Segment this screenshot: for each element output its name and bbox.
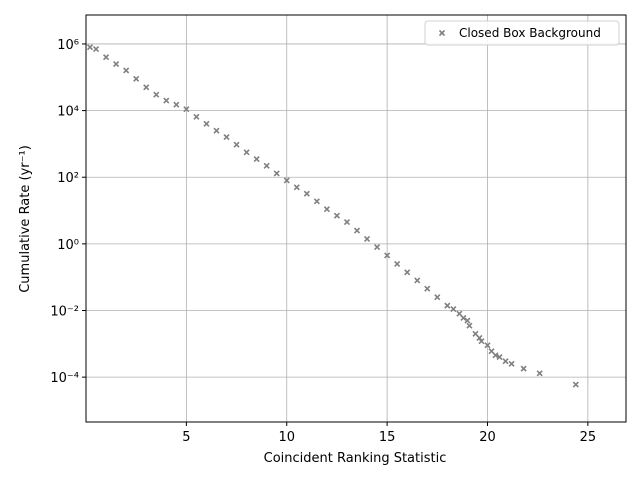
x-tick-label: 15 (379, 430, 396, 445)
data-point (520, 365, 527, 372)
data-point (323, 206, 330, 213)
data-point (476, 334, 483, 342)
data-point (374, 244, 381, 251)
data-point (492, 352, 499, 359)
y-tick-label: 10⁶ (57, 38, 79, 53)
data-point (92, 46, 100, 53)
data-point (424, 285, 431, 292)
y-axis-label: Cumulative Rate (yr⁻¹) (18, 145, 33, 293)
data-point (163, 97, 170, 104)
data-point (273, 170, 280, 177)
data-point (536, 370, 543, 377)
data-point (444, 302, 451, 309)
data-point (293, 184, 300, 191)
y-tick-label: 10⁻⁴ (50, 371, 79, 386)
x-tick-label: 10 (278, 430, 295, 445)
y-tick-label: 10² (57, 171, 79, 186)
y-tick-label: 10⁻² (50, 304, 79, 319)
data-point (223, 134, 230, 141)
y-tick-label: 10⁰ (57, 238, 79, 253)
data-point (103, 54, 110, 61)
data-point (466, 322, 473, 329)
data-point (203, 120, 210, 127)
data-point (333, 212, 340, 219)
legend-label: Closed Box Background (459, 26, 601, 40)
data-point (363, 235, 371, 243)
data-point (484, 342, 491, 349)
data-point (303, 190, 310, 197)
data-point (213, 127, 220, 134)
data-point (460, 314, 467, 321)
x-tick-label: 5 (182, 430, 190, 445)
x-tick-label: 25 (580, 430, 597, 445)
data-point (572, 381, 579, 388)
data-point (414, 277, 421, 284)
data-point (86, 44, 94, 51)
data-point (113, 60, 120, 68)
data-point (384, 252, 391, 259)
data-point (173, 101, 180, 108)
data-point (253, 156, 260, 163)
legend-marker (438, 29, 446, 37)
data-point (313, 198, 320, 205)
x-tick-label: 20 (479, 430, 496, 445)
x-axis-label: Coincident Ranking Statistic (264, 451, 447, 466)
legend-box (424, 20, 620, 46)
data-point (343, 219, 351, 226)
y-tick-label: 10⁴ (57, 105, 79, 120)
data-point (464, 317, 471, 324)
data-point (508, 360, 515, 367)
data-point (450, 306, 457, 313)
data-point (153, 91, 160, 98)
data-point (123, 67, 130, 74)
data-point (143, 84, 150, 91)
data-point (434, 294, 441, 301)
data-point (193, 113, 200, 120)
data-point (478, 338, 485, 345)
data-point (496, 354, 503, 361)
data-point (183, 106, 190, 113)
data-point (263, 162, 270, 169)
data-point (283, 177, 290, 184)
plot-frame (85, 14, 627, 423)
data-point (233, 141, 240, 148)
data-point (243, 149, 250, 156)
data-point (353, 227, 361, 234)
data-point (394, 260, 401, 267)
data-point (404, 269, 411, 276)
data-point (502, 358, 509, 365)
data-point (133, 75, 140, 82)
